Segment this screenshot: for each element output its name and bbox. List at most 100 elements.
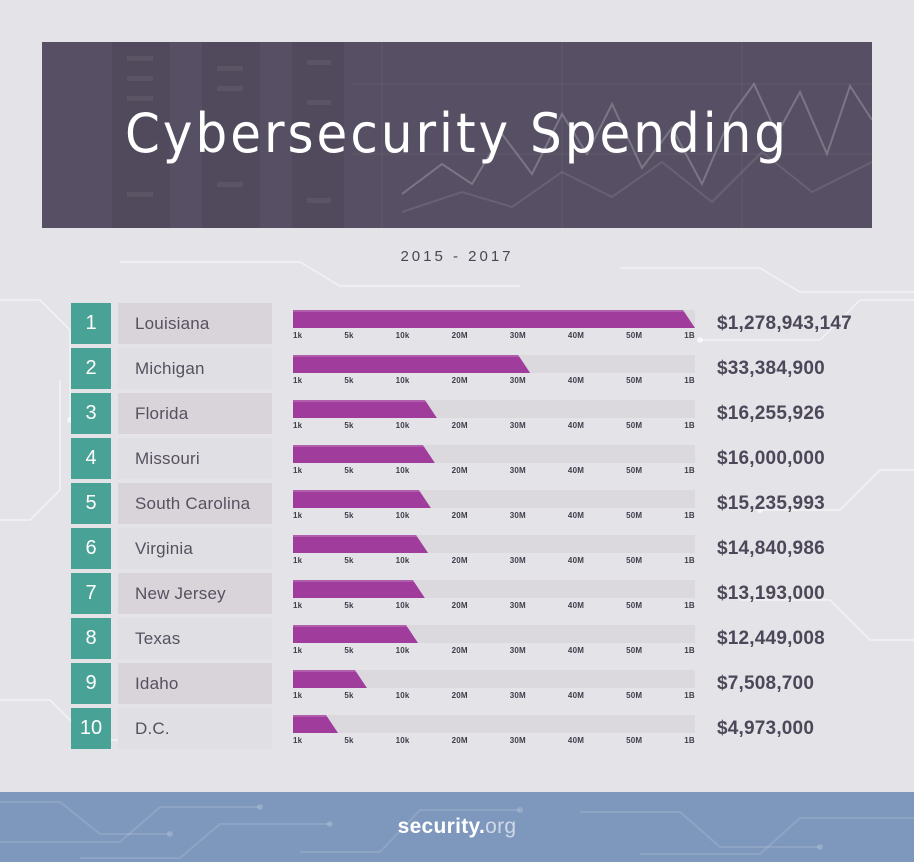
axis-tick: 5k <box>344 376 354 385</box>
axis-tick: 1B <box>684 376 695 385</box>
state-label-box: Michigan <box>118 348 272 389</box>
state-label: D.C. <box>135 718 170 738</box>
axis-tick: 5k <box>344 556 354 565</box>
axis-tick: 50M <box>626 511 643 520</box>
axis-tick: 40M <box>567 511 585 520</box>
axis-tick: 10k <box>395 511 410 520</box>
bar-track <box>293 715 695 733</box>
axis-tick: 40M <box>567 466 585 475</box>
brand-logo-primary: security. <box>397 815 486 838</box>
axis-tick: 1B <box>684 556 695 565</box>
state-label-box: Florida <box>118 393 272 434</box>
rank-number: 9 <box>85 672 97 694</box>
amount-value: $12,449,008 <box>717 628 825 649</box>
spending-bar <box>293 355 530 373</box>
axis-tick: 5k <box>344 421 354 430</box>
axis-tick-labels: 1k 5k 10k 20M 30M 40M 50M 1B <box>293 691 695 700</box>
axis-tick: 40M <box>567 331 585 340</box>
amount-value: $7,508,700 <box>717 673 815 694</box>
bar-track <box>293 490 695 508</box>
spending-bar <box>293 670 367 688</box>
footer-circuit-decoration <box>0 801 914 859</box>
axis-tick: 30M <box>509 736 526 745</box>
axis-tick: 20M <box>451 331 468 340</box>
bar-chart-cell: 1k 5k 10k 20M 30M 40M 50M 1B <box>293 580 695 610</box>
axis-tick: 5k <box>344 331 354 340</box>
rank-badge: 5 <box>71 483 111 524</box>
rank-number: 8 <box>85 627 97 649</box>
axis-tick: 1B <box>684 331 695 340</box>
rank-number: 6 <box>85 537 97 559</box>
axis-tick: 10k <box>395 556 410 565</box>
axis-tick: 1B <box>684 466 695 475</box>
rank-badge: 1 <box>71 303 111 344</box>
axis-tick: 1k <box>293 691 303 700</box>
state-label-box: D.C. <box>118 708 272 749</box>
axis-tick: 20M <box>451 736 468 745</box>
axis-tick: 40M <box>567 646 585 655</box>
bar-track <box>293 310 695 328</box>
axis-tick: 1B <box>684 646 695 655</box>
axis-tick: 30M <box>509 556 526 565</box>
state-label: South Carolina <box>135 493 251 513</box>
axis-tick: 40M <box>567 376 585 385</box>
table-row: 8 Texas 1k 5k 10k 20M 30M 40M 50M 1B $12,449,00… <box>0 618 914 663</box>
bar-chart-cell: 1k 5k 10k 20M 30M 40M 50M 1B <box>293 400 695 430</box>
brand-logo-secondary: org <box>485 815 517 838</box>
axis-tick: 30M <box>509 331 526 340</box>
axis-tick: 40M <box>567 691 585 700</box>
axis-tick: 1k <box>293 601 303 610</box>
table-row: 7 New Jersey 1k 5k 10k 20M 30M 40M 50M 1B $13,1… <box>0 573 914 618</box>
axis-tick: 30M <box>509 601 526 610</box>
table-row: 1 Louisiana 1k 5k 10k 20M 30M 40M 50M 1B $1,278… <box>0 303 914 348</box>
amount-value: $16,000,000 <box>717 448 825 469</box>
axis-tick: 30M <box>509 691 526 700</box>
axis-tick: 1B <box>684 736 695 745</box>
axis-tick: 50M <box>626 376 643 385</box>
axis-tick: 50M <box>626 331 643 340</box>
header-banner: Cybersecurity Spending <box>42 42 872 228</box>
bar-track <box>293 535 695 553</box>
amount-value: $33,384,900 <box>717 358 825 379</box>
axis-tick: 50M <box>626 556 643 565</box>
state-label: Texas <box>135 628 181 648</box>
rank-badge: 2 <box>71 348 111 389</box>
axis-tick: 10k <box>395 421 410 430</box>
amount-value: $1,278,943,147 <box>717 313 852 334</box>
bar-chart-cell: 1k 5k 10k 20M 30M 40M 50M 1B <box>293 670 695 700</box>
state-label-box: Missouri <box>118 438 272 479</box>
state-label-box: Louisiana <box>118 303 272 344</box>
axis-tick: 50M <box>626 601 643 610</box>
state-label: Louisiana <box>135 313 210 333</box>
axis-tick: 5k <box>344 511 354 520</box>
table-row: 6 Virginia 1k 5k 10k 20M 30M 40M 50M 1B $14,840… <box>0 528 914 573</box>
bar-chart-cell: 1k 5k 10k 20M 30M 40M 50M 1B <box>293 490 695 520</box>
axis-tick: 5k <box>344 601 354 610</box>
spending-bar <box>293 445 435 463</box>
bar-chart-cell: 1k 5k 10k 20M 30M 40M 50M 1B <box>293 445 695 475</box>
bar-chart-cell: 1k 5k 10k 20M 30M 40M 50M 1B <box>293 715 695 745</box>
axis-tick: 10k <box>395 466 410 475</box>
state-label-box: Texas <box>118 618 272 659</box>
rank-badge: 9 <box>71 663 111 704</box>
amount-value: $14,840,986 <box>717 538 825 559</box>
table-row: 5 South Carolina 1k 5k 10k 20M 30M 40M 50M 1B $… <box>0 483 914 528</box>
axis-tick: 50M <box>626 736 643 745</box>
axis-tick: 50M <box>626 421 643 430</box>
amount-value: $4,973,000 <box>717 718 815 739</box>
amount-value: $13,193,000 <box>717 583 825 604</box>
axis-tick: 1B <box>684 601 695 610</box>
axis-tick: 10k <box>395 376 410 385</box>
axis-tick-labels: 1k 5k 10k 20M 30M 40M 50M 1B <box>293 421 695 430</box>
axis-tick: 10k <box>395 646 410 655</box>
rank-badge: 8 <box>71 618 111 659</box>
axis-tick: 1B <box>684 421 695 430</box>
bar-chart-cell: 1k 5k 10k 20M 30M 40M 50M 1B <box>293 535 695 565</box>
table-row: 10 D.C. 1k 5k 10k 20M 30M 40M 50M 1B $4,973,000 <box>0 708 914 753</box>
axis-tick: 20M <box>451 466 468 475</box>
rank-number: 1 <box>85 312 97 334</box>
bar-track <box>293 400 695 418</box>
axis-tick: 20M <box>451 691 468 700</box>
axis-tick: 1k <box>293 511 303 520</box>
page-title: Cybersecurity Spending <box>124 102 790 166</box>
